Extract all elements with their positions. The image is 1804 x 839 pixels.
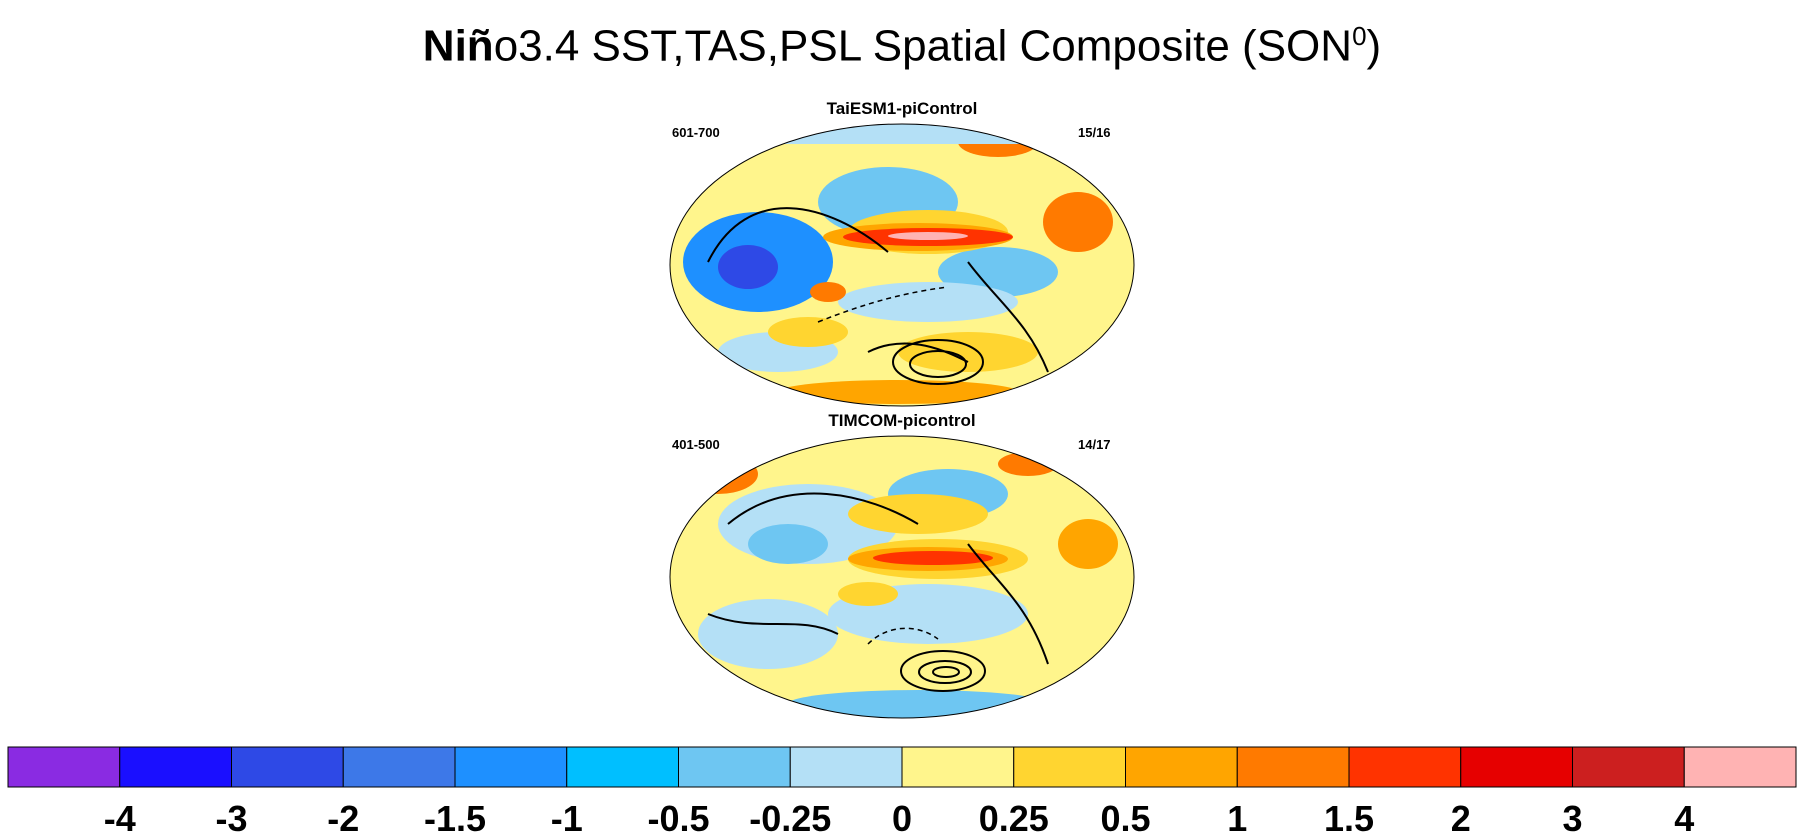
title-bold: Niñ: [422, 21, 494, 71]
colorbar-label: -4: [104, 798, 136, 839]
panel1-title: TaiESM1-piControl: [826, 99, 978, 118]
title-superscript: 0: [1352, 21, 1367, 51]
title-rest: o3.4 SST,TAS,PSL Spatial Composite (SON: [493, 21, 1353, 71]
colorbar-swatch: [454, 746, 568, 788]
colorbar-label: -3: [215, 798, 247, 839]
colorbar-swatch: [1572, 746, 1685, 788]
colorbar-label: 0.5: [1100, 798, 1150, 839]
colorbar-swatch: [789, 746, 903, 788]
panel2-map: [669, 435, 1135, 719]
colorbar-label: 0: [892, 798, 912, 839]
colorbar-swatch: [231, 746, 344, 788]
panel1-map: [669, 123, 1135, 407]
colorbar-swatch: [678, 746, 791, 788]
colorbar-label: 0.25: [979, 798, 1049, 839]
colorbar-label: -1.5: [424, 798, 486, 839]
colorbar-swatch: [1348, 746, 1462, 788]
colorbar-label: 4: [1674, 798, 1694, 839]
panel2-years: 401-500: [672, 437, 720, 452]
colorbar-swatch: [1013, 746, 1126, 788]
colorbar-swatch: [1683, 746, 1797, 788]
colorbar-swatch: [7, 746, 121, 788]
colorbar-label: 1.5: [1324, 798, 1374, 839]
colorbar: -4 -3 -2 -1.5 -1 -0.5 -0.25 0 0.25 0.5 1 1.5 2 3 4: [7, 746, 1797, 839]
panel2-count: 14/17: [1078, 437, 1111, 452]
colorbar-swatch: [566, 746, 679, 788]
colorbar-swatch: [1236, 746, 1350, 788]
colorbar-swatch: [119, 746, 232, 788]
colorbar-label: 1: [1227, 798, 1247, 839]
colorbar-swatch: [342, 746, 456, 788]
colorbar-label: -1: [551, 798, 583, 839]
colorbar-swatch: [901, 746, 1015, 788]
title-close: ): [1366, 21, 1382, 71]
colorbar-label: -0.25: [749, 798, 831, 839]
panel1-count: 15/16: [1078, 125, 1111, 140]
colorbar-label: 3: [1562, 798, 1582, 839]
colorbar-label: -0.5: [647, 798, 709, 839]
colorbar-label: -2: [327, 798, 359, 839]
colorbar-label: 2: [1451, 798, 1471, 839]
panel1-years: 601-700: [672, 125, 720, 140]
figure-title: Niño3.4 SST,TAS,PSL Spatial Composite (S…: [0, 10, 1804, 73]
colorbar-swatch: [1460, 746, 1573, 788]
colorbar-swatch: [1125, 746, 1238, 788]
panel2-title: TIMCOM-picontrol: [828, 411, 976, 430]
